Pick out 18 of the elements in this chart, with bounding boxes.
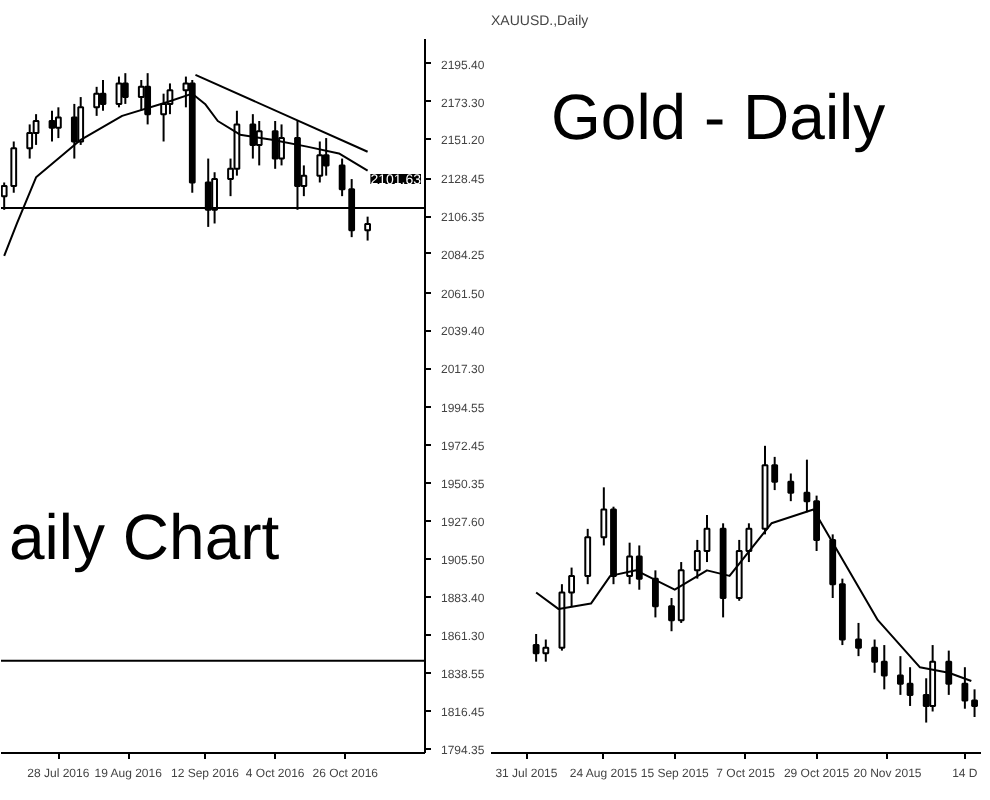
candlestick xyxy=(322,137,330,177)
candlestick xyxy=(364,215,372,242)
text: Gold - Daily xyxy=(551,81,886,153)
candlestick xyxy=(787,472,795,503)
candlestick xyxy=(278,123,285,167)
candlestick xyxy=(249,113,257,160)
candlestick xyxy=(48,109,56,143)
candlestick xyxy=(255,119,263,167)
candlestick xyxy=(121,72,129,105)
candlestick xyxy=(316,140,324,184)
candlestick xyxy=(115,75,123,109)
candlestick xyxy=(99,79,107,112)
candlestick xyxy=(93,85,101,117)
annotation: aily Chart xyxy=(9,501,280,573)
candlestick xyxy=(855,621,862,658)
candlestick xyxy=(54,106,62,140)
candlestick xyxy=(584,527,592,586)
candlestick xyxy=(651,569,659,619)
